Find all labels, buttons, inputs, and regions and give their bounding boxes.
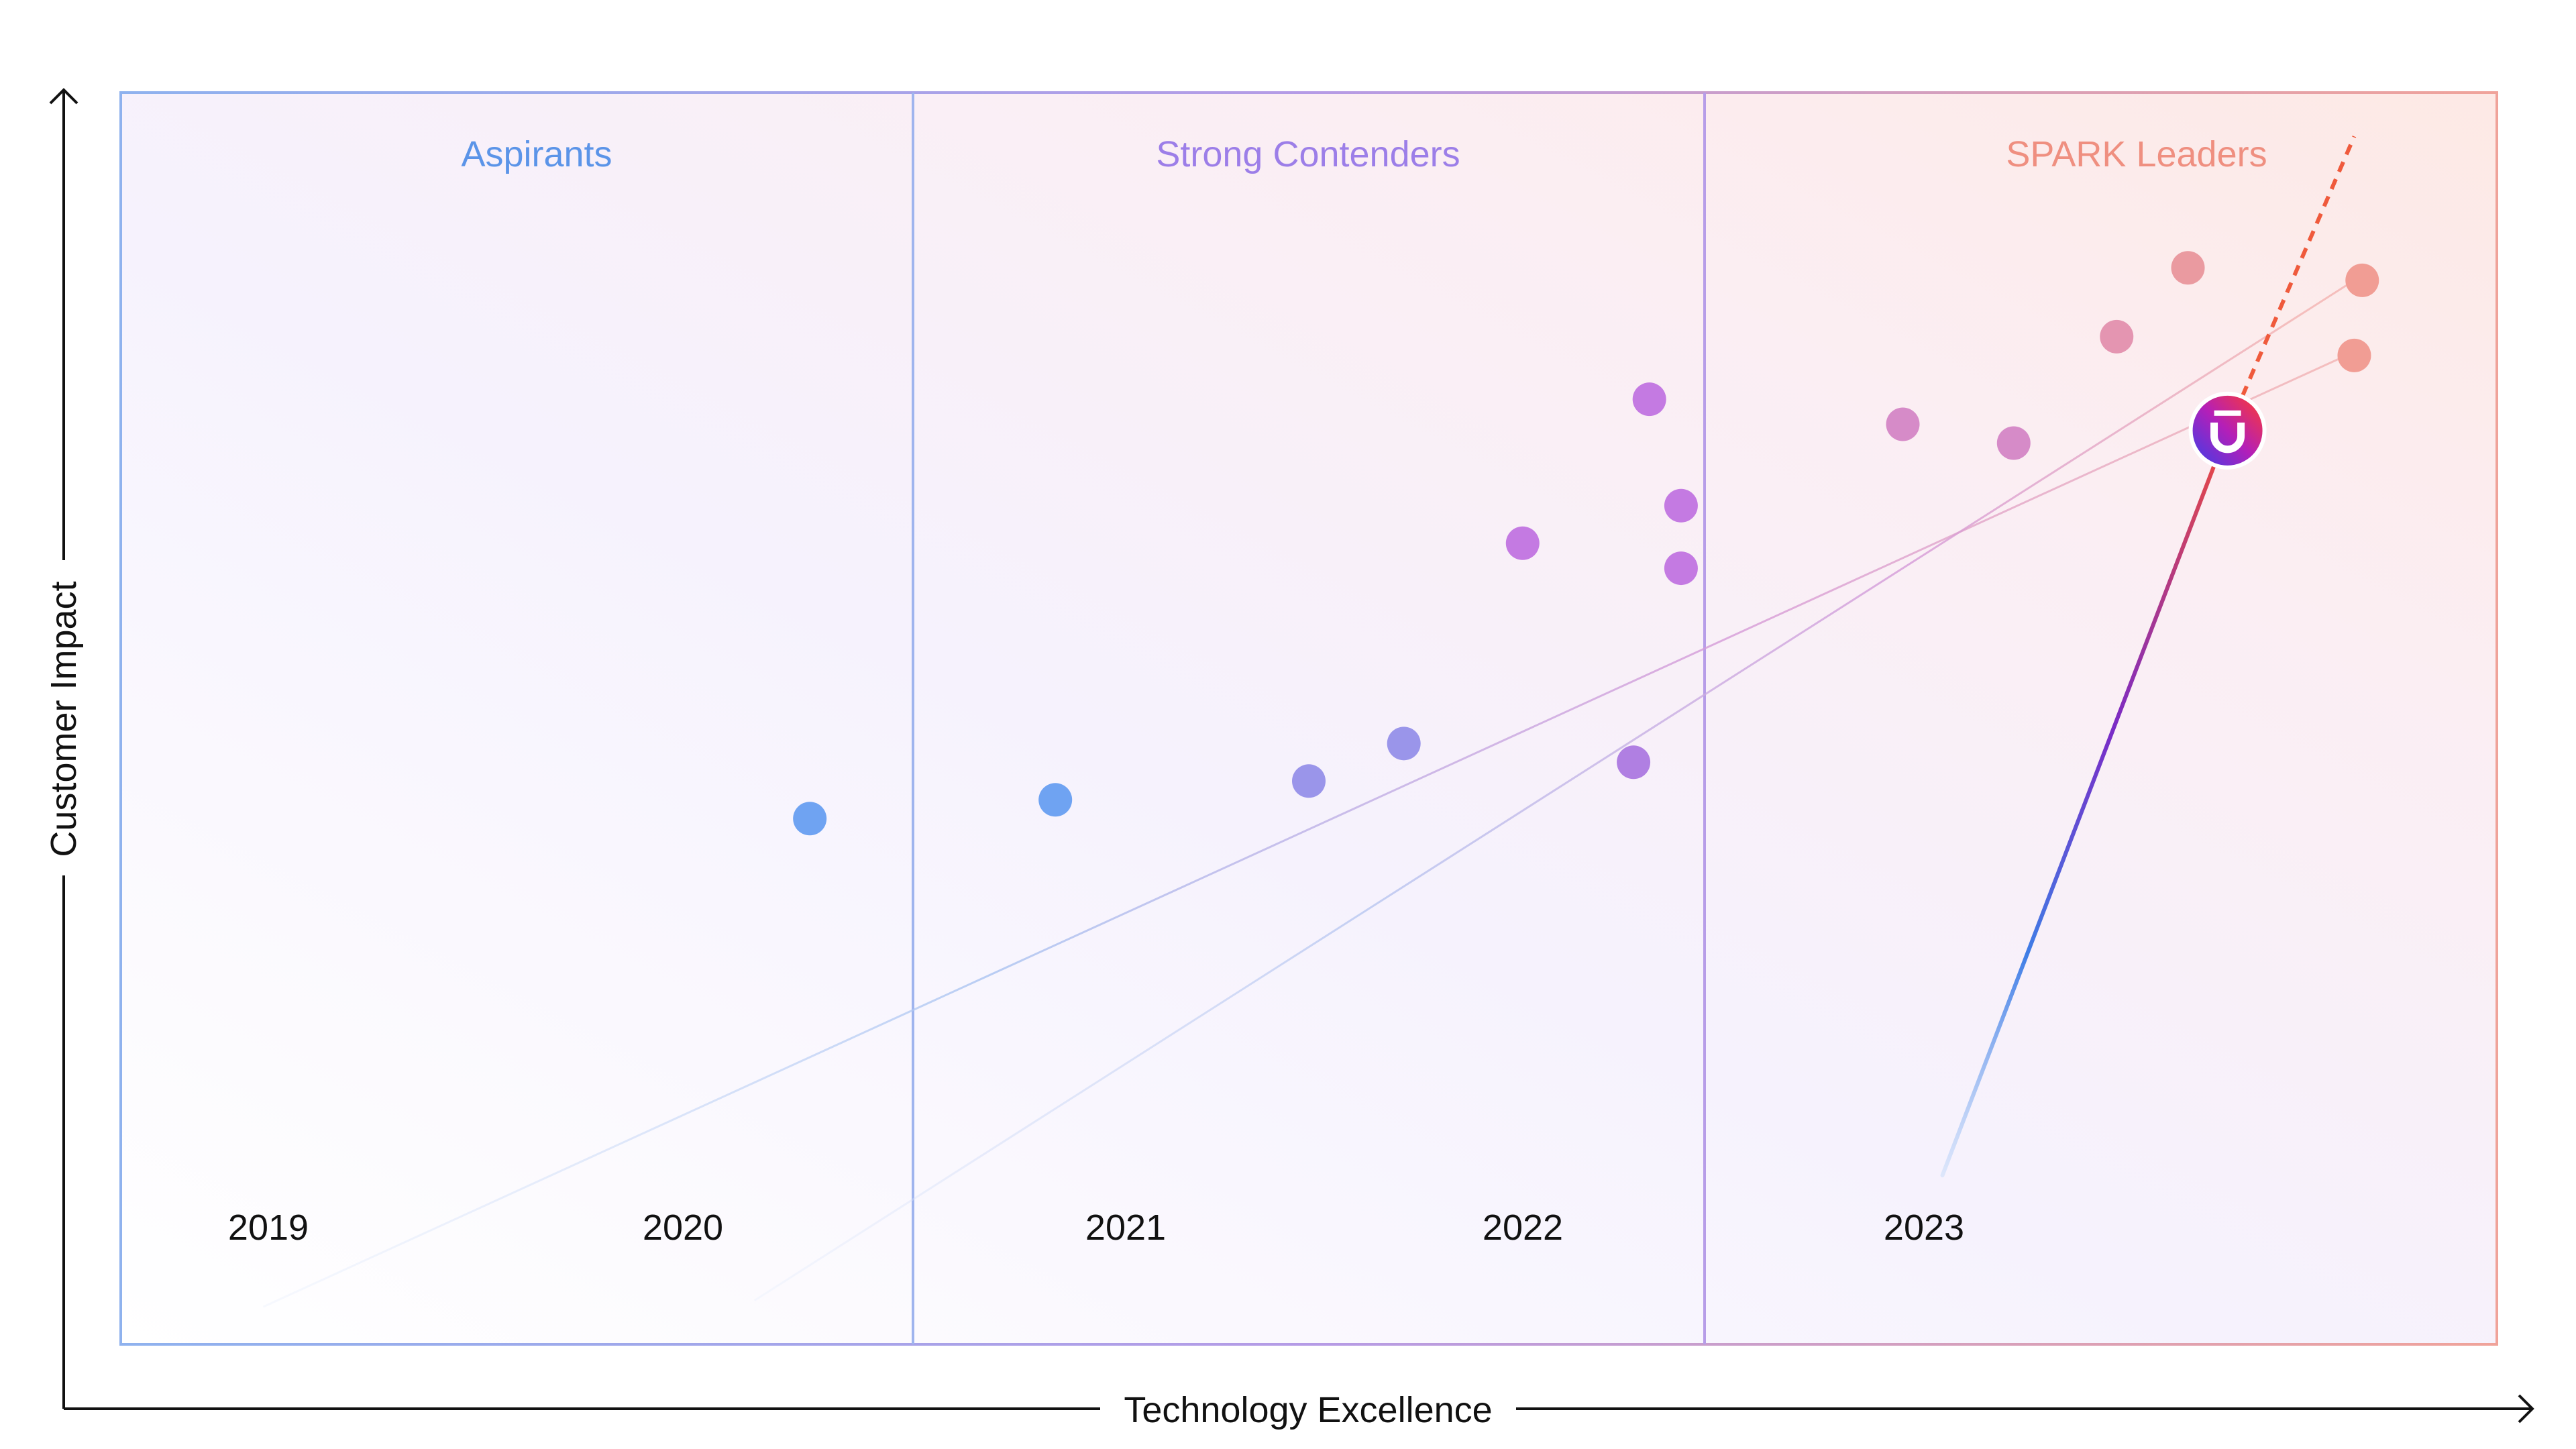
y-axis-arrow-icon (49, 88, 78, 105)
data-point[interactable] (1996, 426, 2031, 460)
year-label: 2019 (228, 1208, 309, 1248)
trend-line-faint-a (262, 354, 2347, 1308)
trend-line-projection (2225, 136, 2357, 432)
trend-lines (262, 136, 2357, 1308)
year-label: 2023 (1884, 1208, 1964, 1248)
data-point[interactable] (1292, 764, 1326, 798)
data-point[interactable] (2171, 251, 2205, 285)
trend-line-faint-b (753, 279, 2355, 1301)
year-label: 2020 (643, 1208, 723, 1248)
data-point[interactable] (1664, 488, 1698, 523)
u-logo-icon (2210, 410, 2245, 453)
year-label: 2021 (1085, 1208, 1166, 1248)
trend-line-main (1940, 428, 2230, 1178)
data-point[interactable] (1886, 407, 1920, 441)
year-label: 2022 (1483, 1208, 1563, 1248)
data-point[interactable] (1387, 727, 1421, 761)
data-point[interactable] (1038, 783, 1073, 817)
data-point[interactable] (2345, 263, 2379, 297)
data-point[interactable] (1632, 382, 1666, 417)
y-axis-label-bg (40, 560, 87, 875)
highlight-circle (2192, 395, 2263, 466)
data-point[interactable] (1505, 526, 1540, 560)
data-point[interactable] (1617, 745, 1651, 780)
quadrant-label-spark-leaders: SPARK Leaders (2006, 134, 2267, 174)
data-point[interactable] (2100, 319, 2134, 354)
y-axis-label: Customer Impact (44, 581, 84, 857)
quadrant-label-aspirants: Aspirants (461, 134, 612, 174)
highlight-marker[interactable] (2188, 391, 2267, 470)
data-point[interactable] (2337, 338, 2371, 372)
data-point[interactable] (1664, 551, 1698, 586)
x-axis-label-bg (1100, 1382, 1516, 1436)
quadrant-label-strong-contenders: Strong Contenders (1156, 134, 1460, 174)
x-axis-arrow-icon (2518, 1394, 2534, 1424)
data-point[interactable] (793, 802, 827, 836)
data-points (793, 251, 2379, 836)
x-axis-label: Technology Excellence (1124, 1390, 1492, 1430)
